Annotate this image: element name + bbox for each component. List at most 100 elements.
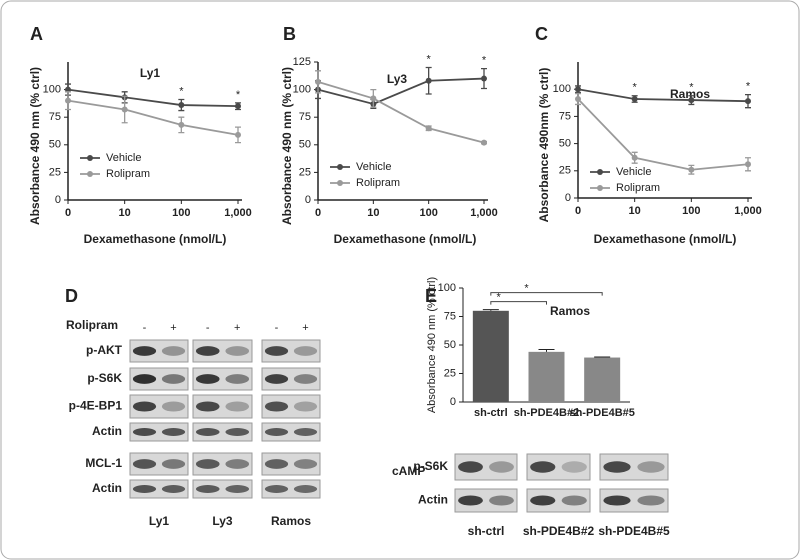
blot-band (264, 374, 289, 384)
y-axis-title: Absorbance 490 nm (% ctrl) (280, 67, 294, 225)
legend-label: Vehicle (356, 161, 391, 173)
treatment-sign: + (234, 322, 240, 334)
blot-band (132, 374, 157, 384)
treatment-sign: - (275, 322, 279, 334)
blot-strip (454, 488, 518, 513)
blot-band (603, 461, 631, 473)
blot-band (195, 401, 220, 412)
blot-strip (129, 452, 189, 476)
blot-band (264, 459, 289, 469)
blot-band (195, 459, 220, 469)
y-tick-label: 25 (299, 166, 311, 178)
legend-marker (87, 155, 93, 161)
blot-band (195, 485, 220, 493)
blot-strip (261, 367, 321, 391)
data-point (178, 102, 185, 109)
row-label: Actin (92, 424, 122, 438)
blot-band (225, 401, 250, 412)
blot-band (161, 428, 186, 436)
blot-band (489, 495, 514, 506)
series-line (67, 99, 239, 136)
data-point (178, 121, 185, 128)
blot-strip (526, 488, 591, 513)
x-axis-title: Dexamethasone (nmol/L) (334, 232, 477, 246)
blot-strip (192, 367, 253, 391)
error-bar (482, 309, 499, 311)
y-tick-label: 100 (438, 282, 456, 294)
series-line (317, 77, 485, 105)
blot-band (293, 485, 318, 493)
significance: * (689, 82, 694, 94)
chart-title: Ramos (670, 87, 710, 101)
blot-strip (129, 422, 189, 442)
y-tick-label: 100 (293, 84, 311, 96)
legend-marker (597, 169, 603, 175)
blot-band (225, 459, 250, 469)
blot-band (530, 461, 556, 473)
data-point (235, 131, 241, 138)
blot-band (561, 461, 587, 473)
comparison-label: * (524, 283, 529, 295)
blot-strip (192, 394, 253, 419)
row-label: Actin (92, 481, 122, 495)
row-label: p-4E-BP1 (69, 399, 123, 413)
group-label: sh-PDE4B#5 (598, 524, 670, 538)
blot-band (132, 485, 157, 493)
blot-band (293, 346, 318, 356)
y-tick-label: 50 (444, 339, 456, 351)
chart-title: Ramos (550, 304, 590, 318)
panel-label: D (65, 286, 78, 306)
treatment-sign: - (143, 322, 147, 334)
y-tick-label: 0 (450, 396, 456, 408)
data-point (575, 86, 581, 93)
y-axis-title: Absorbance 490nm (% ctrl) (537, 68, 551, 223)
x-tick-label: 100 (172, 207, 190, 219)
blot-band (161, 459, 186, 469)
series-line (317, 81, 485, 144)
y-axis-title: Absorbance 490 nm (% ctrl) (426, 277, 438, 413)
y-tick-label: 75 (49, 111, 61, 123)
significance: * (746, 81, 751, 93)
blot-strip (192, 422, 253, 442)
blot-band (603, 495, 631, 506)
blot-strip (129, 479, 189, 499)
data-point (481, 139, 487, 146)
x-tick-label: 100 (419, 207, 437, 219)
legend-label: Rolipram (616, 182, 660, 194)
legend-marker (597, 185, 603, 191)
blot-band (264, 485, 289, 493)
panel-label: B (283, 24, 296, 44)
group-label: sh-ctrl (468, 524, 505, 538)
comparison-bracket (490, 301, 547, 305)
error-bar (538, 349, 555, 352)
data-point (631, 95, 638, 102)
treatment-sign: + (302, 322, 308, 334)
data-point (481, 75, 487, 82)
x-tick-label: sh-PDE4B#5 (569, 407, 634, 419)
blot-band (132, 346, 157, 356)
y-tick-label: 50 (49, 139, 61, 151)
blot-strip (192, 452, 253, 476)
significance: * (179, 85, 184, 97)
x-tick-label: sh-PDE4B#2 (514, 407, 579, 419)
row-label: p-S6K (87, 371, 122, 385)
blot-band (161, 374, 186, 384)
legend-marker (87, 171, 93, 177)
legend-label: Vehicle (616, 166, 651, 178)
panel-label: C (535, 24, 548, 44)
x-tick-label: 1,000 (224, 207, 252, 219)
y-tick-label: 0 (55, 194, 61, 206)
blot-band (264, 401, 289, 412)
blot-band (132, 428, 157, 436)
y-tick-label: 50 (559, 138, 571, 150)
blot-band (458, 461, 483, 473)
y-tick-label: 75 (444, 310, 456, 322)
series-line (577, 88, 749, 103)
significance: * (482, 55, 487, 67)
x-tick-label: 0 (575, 205, 581, 217)
blot-strip (261, 479, 321, 499)
legend-marker (337, 164, 343, 170)
blot-strip (261, 452, 321, 476)
data-point (65, 97, 71, 104)
